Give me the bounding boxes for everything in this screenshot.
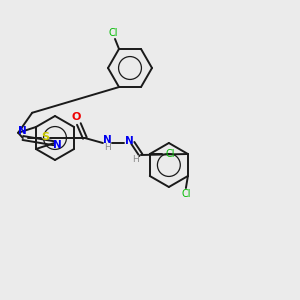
Text: N: N <box>103 135 112 145</box>
Text: H: H <box>133 155 139 164</box>
Text: O: O <box>71 112 80 122</box>
Text: N: N <box>125 136 134 146</box>
Text: N: N <box>18 126 26 136</box>
Text: Cl: Cl <box>181 189 191 199</box>
Text: Cl: Cl <box>108 28 118 38</box>
Text: N: N <box>53 140 62 150</box>
Text: H: H <box>104 142 111 152</box>
Text: Cl: Cl <box>165 149 175 159</box>
Text: S: S <box>41 132 49 142</box>
